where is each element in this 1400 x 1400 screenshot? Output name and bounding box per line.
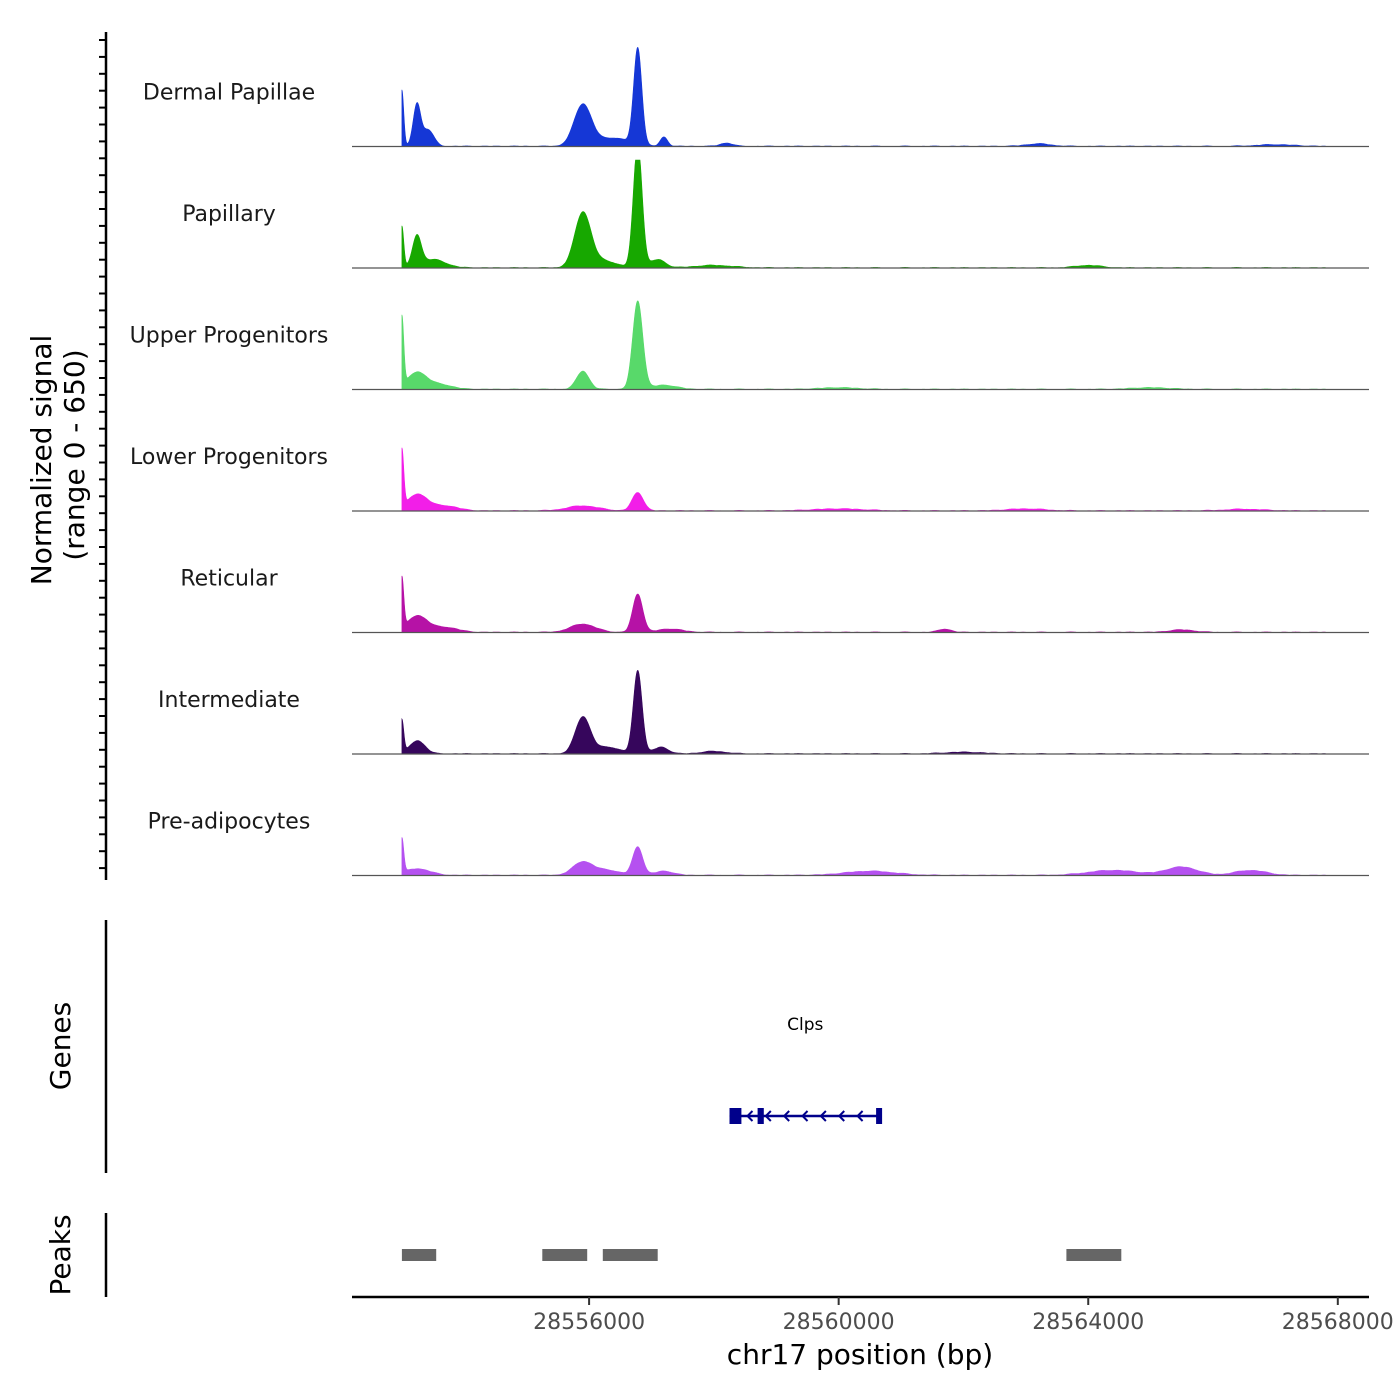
strand-arrow bbox=[819, 1110, 827, 1122]
gene-exon bbox=[729, 1108, 742, 1124]
peak-region bbox=[1066, 1249, 1122, 1261]
peak-track bbox=[401, 1249, 1122, 1261]
signal-tracks: Dermal Papillae Papillary Upper Progenitor… bbox=[130, 47, 1369, 877]
signal-area bbox=[401, 300, 1326, 390]
signal-y-axis-title-line1: Normalized signal bbox=[25, 335, 58, 586]
track-reticular: Reticular bbox=[180, 567, 1369, 634]
track-papillary: Papillary bbox=[182, 159, 1369, 269]
strand-arrow bbox=[837, 1110, 845, 1122]
gene-exon bbox=[876, 1108, 883, 1124]
peak-region bbox=[401, 1249, 437, 1261]
strand-arrow bbox=[746, 1110, 754, 1122]
strand-arrow bbox=[801, 1110, 809, 1122]
strand-arrow bbox=[856, 1110, 864, 1122]
x-axis-ticks: 28556000 28560000 28564000 28568000 bbox=[533, 1297, 1394, 1335]
signal-area bbox=[401, 47, 1326, 147]
signal-area bbox=[401, 159, 1326, 269]
peak-region bbox=[602, 1249, 658, 1261]
track-lower-progenitors: Lower Progenitors bbox=[130, 445, 1369, 512]
gene-track: Clps bbox=[729, 1015, 883, 1124]
signal-y-ticks bbox=[99, 39, 106, 870]
track-label: Reticular bbox=[180, 567, 278, 592]
strand-arrow bbox=[782, 1110, 790, 1122]
x-tick-label: 28560000 bbox=[783, 1310, 895, 1335]
x-axis-title: chr17 position (bp) bbox=[727, 1338, 993, 1371]
track-label: Intermediate bbox=[158, 688, 300, 713]
track-upper-progenitors: Upper Progenitors bbox=[130, 300, 1369, 391]
track-label: Pre-adipocytes bbox=[148, 810, 311, 835]
track-dermal-papillae: Dermal Papillae bbox=[143, 47, 1369, 148]
genes-axis-title: Genes bbox=[44, 1002, 77, 1090]
signal-area bbox=[401, 575, 1326, 633]
signal-area bbox=[401, 837, 1326, 876]
signal-area bbox=[401, 670, 1326, 755]
strand-arrow bbox=[764, 1110, 772, 1122]
signal-area bbox=[401, 447, 1326, 512]
gene-label: Clps bbox=[787, 1015, 823, 1035]
peak-region bbox=[542, 1249, 588, 1261]
gene-clps: Clps bbox=[729, 1015, 883, 1124]
track-label: Upper Progenitors bbox=[130, 324, 329, 349]
track-intermediate: Intermediate bbox=[158, 670, 1369, 755]
track-label: Lower Progenitors bbox=[130, 445, 328, 470]
x-tick-label: 28564000 bbox=[1032, 1310, 1144, 1335]
track-label: Papillary bbox=[182, 202, 276, 227]
track-label: Dermal Papillae bbox=[143, 81, 315, 106]
gene-exon bbox=[757, 1108, 764, 1124]
x-tick-label: 28568000 bbox=[1282, 1310, 1394, 1335]
peaks-axis-title: Peaks bbox=[44, 1214, 77, 1295]
signal-y-axis-title-line2: (range 0 - 650) bbox=[58, 349, 91, 560]
track-pre-adipocytes: Pre-adipocytes bbox=[148, 810, 1369, 877]
x-tick-label: 28556000 bbox=[533, 1310, 645, 1335]
